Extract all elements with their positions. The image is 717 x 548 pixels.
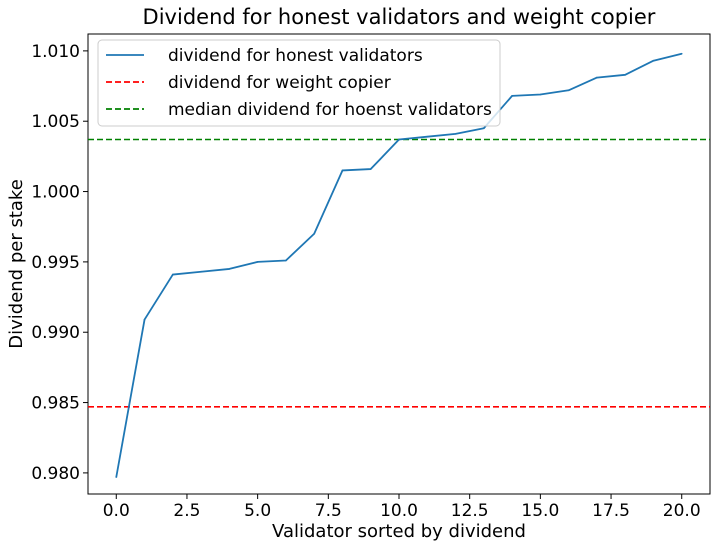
- data-point: [567, 89, 570, 92]
- x-tick-label: 17.5: [592, 501, 630, 521]
- data-point: [341, 169, 344, 172]
- x-axis: 0.0 2.5 5.0 7.5 10.0 12.5 15.0 17.5 20.0: [103, 494, 701, 521]
- y-tick-label: 0.990: [31, 323, 80, 343]
- chart-title: Dividend for honest validators and weigh…: [143, 5, 656, 29]
- data-point: [398, 138, 400, 141]
- data-point: [256, 261, 259, 263]
- y-tick-label: 0.995: [31, 253, 80, 273]
- data-point: [511, 95, 513, 97]
- data-point: [596, 76, 598, 79]
- legend-box: [97, 39, 501, 127]
- data-point: [228, 268, 231, 270]
- data-point: [200, 270, 202, 273]
- x-tick-label: 0.0: [103, 501, 130, 521]
- x-tick-label: 20.0: [663, 501, 701, 521]
- x-tick-label: 7.5: [315, 501, 342, 521]
- x-tick-label: 2.5: [173, 501, 200, 521]
- y-axis-label: Dividend per stake: [6, 179, 27, 349]
- data-point: [624, 73, 626, 76]
- y-tick-label: 0.985: [31, 394, 80, 414]
- y-tick-label: 1.000: [31, 183, 80, 203]
- x-tick-label: 5.0: [244, 501, 271, 521]
- data-point: [313, 232, 315, 235]
- data-point: [115, 476, 118, 478]
- data-point: [652, 59, 655, 62]
- y-tick-label: 1.005: [31, 112, 80, 132]
- y-tick-label: 0.980: [31, 464, 80, 484]
- x-axis-label: Validator sorted by dividend: [272, 521, 526, 542]
- data-point: [172, 273, 174, 276]
- data-point: [483, 127, 485, 130]
- y-axis: 0.980 0.985 0.990 0.995 1.000 1.005 1.010: [31, 42, 88, 484]
- x-tick-label: 10.0: [380, 501, 418, 521]
- data-point: [680, 52, 683, 55]
- x-tick-label: 15.0: [521, 501, 559, 521]
- legend-label: dividend for honest validators: [168, 46, 423, 66]
- legend-label: median dividend for hoenst validators: [168, 100, 492, 120]
- legend-label: dividend for weight copier: [168, 73, 391, 93]
- data-point: [369, 168, 372, 170]
- legend: dividend for honest validators dividend f…: [97, 39, 501, 127]
- data-point: [143, 318, 146, 321]
- y-tick-label: 1.010: [31, 42, 80, 62]
- data-lines: [115, 52, 683, 478]
- data-point: [285, 259, 287, 262]
- data-point: [539, 93, 542, 96]
- data-point: [454, 133, 457, 135]
- data-point: [426, 135, 429, 138]
- x-tick-label: 12.5: [451, 501, 489, 521]
